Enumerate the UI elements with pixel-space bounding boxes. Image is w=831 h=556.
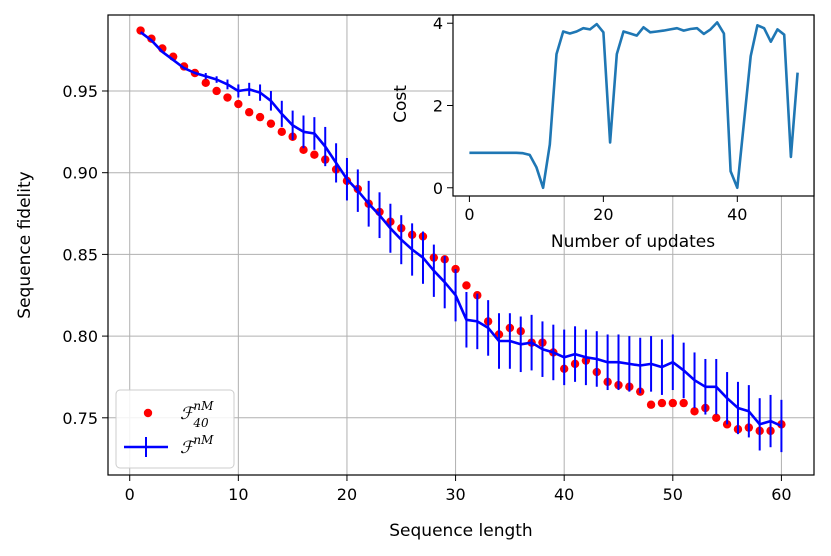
scatter-point	[310, 150, 319, 159]
scatter-point	[223, 93, 232, 102]
main-y-tick-label-0.9: 0.90	[62, 164, 98, 183]
main-x-tick-label-0: 0	[125, 485, 135, 504]
inset-y-tick-label-4: 4	[433, 14, 443, 33]
scatter-point	[712, 413, 721, 423]
main-x-tick-label-40: 40	[554, 485, 574, 504]
main-x-tick-label-60: 60	[771, 485, 791, 504]
scatter-point	[646, 400, 656, 409]
scatter-point	[201, 78, 210, 88]
inset-x-tick-label-40: 40	[727, 205, 747, 224]
main-x-tick-label-30: 30	[445, 485, 465, 504]
main-scatter-series	[136, 26, 786, 436]
scatter-point	[668, 398, 677, 408]
scatter-point	[657, 398, 667, 408]
scatter-point	[679, 398, 688, 408]
scatter-point	[245, 108, 254, 117]
inset-x-tick-label-20: 20	[593, 205, 613, 224]
inset-y-tick-label-2: 2	[433, 97, 443, 116]
scatter-point	[234, 99, 243, 109]
fidelity-line	[139, 31, 782, 428]
inset-x-axis-label: Number of updates	[551, 232, 715, 252]
main-x-tick-label-50: 50	[663, 485, 683, 504]
main-axis-ticks: 0 10 20 30 40 50 600.750.800.850.900.95	[62, 82, 791, 504]
cost-line	[469, 21, 799, 190]
scatter-point	[462, 281, 471, 290]
inset-x-tick-label-0: 0	[464, 205, 474, 224]
legend-marker-scatter	[143, 408, 153, 418]
inset-cost-line	[469, 21, 799, 190]
scatter-point	[212, 86, 221, 96]
main-y-tick-label-0.75: 0.75	[62, 409, 98, 428]
scatter-point	[266, 119, 276, 128]
scatter-point	[277, 127, 286, 137]
inset-background	[453, 15, 814, 196]
main-x-tick-label-20: 20	[337, 485, 357, 504]
main-y-tick-label-0.95: 0.95	[62, 82, 98, 101]
inset-axis-ticks: 0 20 40 0 2 4	[433, 14, 748, 224]
main-y-tick-label-0.85: 0.85	[62, 245, 98, 264]
scatter-point	[299, 145, 308, 155]
legend: ℱnM 40 ℱnM	[115, 389, 235, 469]
main-x-axis-label: Sequence length	[389, 521, 532, 541]
main-y-axis-label: Sequence fidelity	[15, 171, 35, 318]
scatter-point	[255, 112, 265, 122]
inset-y-tick-label-0: 0	[433, 179, 443, 198]
legend-label-line: ℱnM	[180, 433, 214, 458]
main-line-series	[139, 31, 783, 453]
inset-y-axis-label: Cost	[391, 85, 411, 123]
legend-label-scatter: ℱnM 40	[180, 399, 214, 430]
main-y-tick-label-0.8: 0.80	[62, 327, 98, 346]
scatter-point	[690, 407, 699, 416]
main-x-tick-label-10: 10	[228, 485, 248, 504]
